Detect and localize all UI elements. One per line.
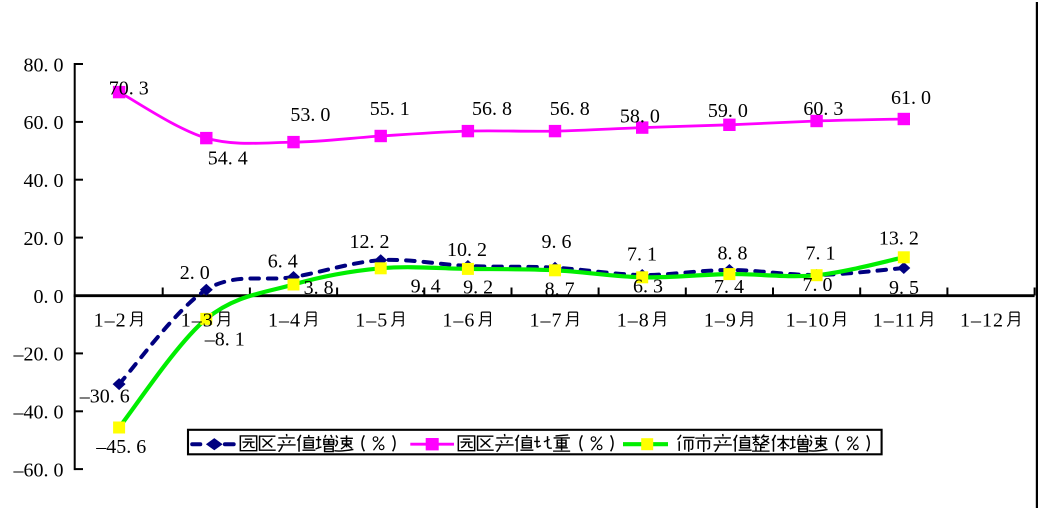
svg-text:3. 8: 3. 8 bbox=[304, 277, 334, 299]
svg-text:40. 0: 40. 0 bbox=[24, 170, 64, 192]
svg-text:9. 2: 9. 2 bbox=[463, 277, 493, 299]
svg-text:8. 8: 8. 8 bbox=[718, 243, 748, 265]
svg-text:58. 0: 58. 0 bbox=[620, 106, 660, 128]
svg-text:70. 3: 70. 3 bbox=[109, 77, 149, 99]
svg-text:1–2: 1–2 bbox=[94, 310, 127, 332]
svg-text:7. 1: 7. 1 bbox=[806, 243, 836, 265]
svg-text:12. 2: 12. 2 bbox=[350, 231, 390, 253]
svg-text:1–10: 1–10 bbox=[786, 310, 830, 332]
svg-text:1–8: 1–8 bbox=[617, 310, 650, 332]
svg-text:56. 8: 56. 8 bbox=[472, 98, 512, 120]
svg-text:–20. 0: –20. 0 bbox=[13, 344, 64, 366]
svg-text:59. 0: 59. 0 bbox=[708, 100, 748, 122]
svg-text:9. 5: 9. 5 bbox=[889, 277, 919, 299]
svg-text:6. 3: 6. 3 bbox=[633, 276, 663, 298]
svg-text:80. 0: 80. 0 bbox=[24, 54, 64, 76]
svg-text:–8. 1: –8. 1 bbox=[204, 328, 245, 350]
svg-text:6. 4: 6. 4 bbox=[268, 251, 298, 273]
svg-text:55. 1: 55. 1 bbox=[370, 98, 410, 120]
svg-text:7. 4: 7. 4 bbox=[714, 276, 744, 298]
svg-text:20. 0: 20. 0 bbox=[24, 228, 64, 250]
svg-text:1–4: 1–4 bbox=[268, 310, 301, 332]
svg-text:61. 0: 61. 0 bbox=[891, 87, 931, 109]
svg-text:2. 0: 2. 0 bbox=[180, 262, 210, 284]
svg-text:13. 2: 13. 2 bbox=[879, 228, 919, 250]
svg-text:60. 0: 60. 0 bbox=[24, 112, 64, 134]
svg-text:1–5: 1–5 bbox=[355, 310, 388, 332]
svg-text:10. 2: 10. 2 bbox=[447, 239, 487, 261]
svg-text:–30. 6: –30. 6 bbox=[79, 386, 130, 408]
svg-text:54. 4: 54. 4 bbox=[208, 148, 248, 170]
svg-text:–60. 0: –60. 0 bbox=[13, 459, 64, 481]
svg-text:–45. 6: –45. 6 bbox=[95, 436, 146, 458]
svg-text:9. 6: 9. 6 bbox=[542, 231, 572, 253]
svg-text:1–7: 1–7 bbox=[530, 310, 563, 332]
svg-text:56. 8: 56. 8 bbox=[550, 98, 590, 120]
svg-text:9. 4: 9. 4 bbox=[411, 275, 441, 297]
svg-text:8. 7: 8. 7 bbox=[545, 279, 575, 301]
svg-text:53. 0: 53. 0 bbox=[290, 104, 330, 126]
svg-text:1–6: 1–6 bbox=[442, 310, 475, 332]
svg-text:1–12: 1–12 bbox=[960, 310, 1004, 332]
svg-text:1–11: 1–11 bbox=[873, 310, 916, 332]
svg-text:–40. 0: –40. 0 bbox=[13, 402, 64, 424]
svg-text:1–3: 1–3 bbox=[181, 310, 214, 332]
svg-text:7. 1: 7. 1 bbox=[627, 243, 657, 265]
svg-text:7. 0: 7. 0 bbox=[803, 274, 833, 296]
svg-text:0. 0: 0. 0 bbox=[34, 286, 64, 308]
svg-text:1–9: 1–9 bbox=[704, 310, 737, 332]
svg-text:60. 3: 60. 3 bbox=[803, 98, 843, 120]
